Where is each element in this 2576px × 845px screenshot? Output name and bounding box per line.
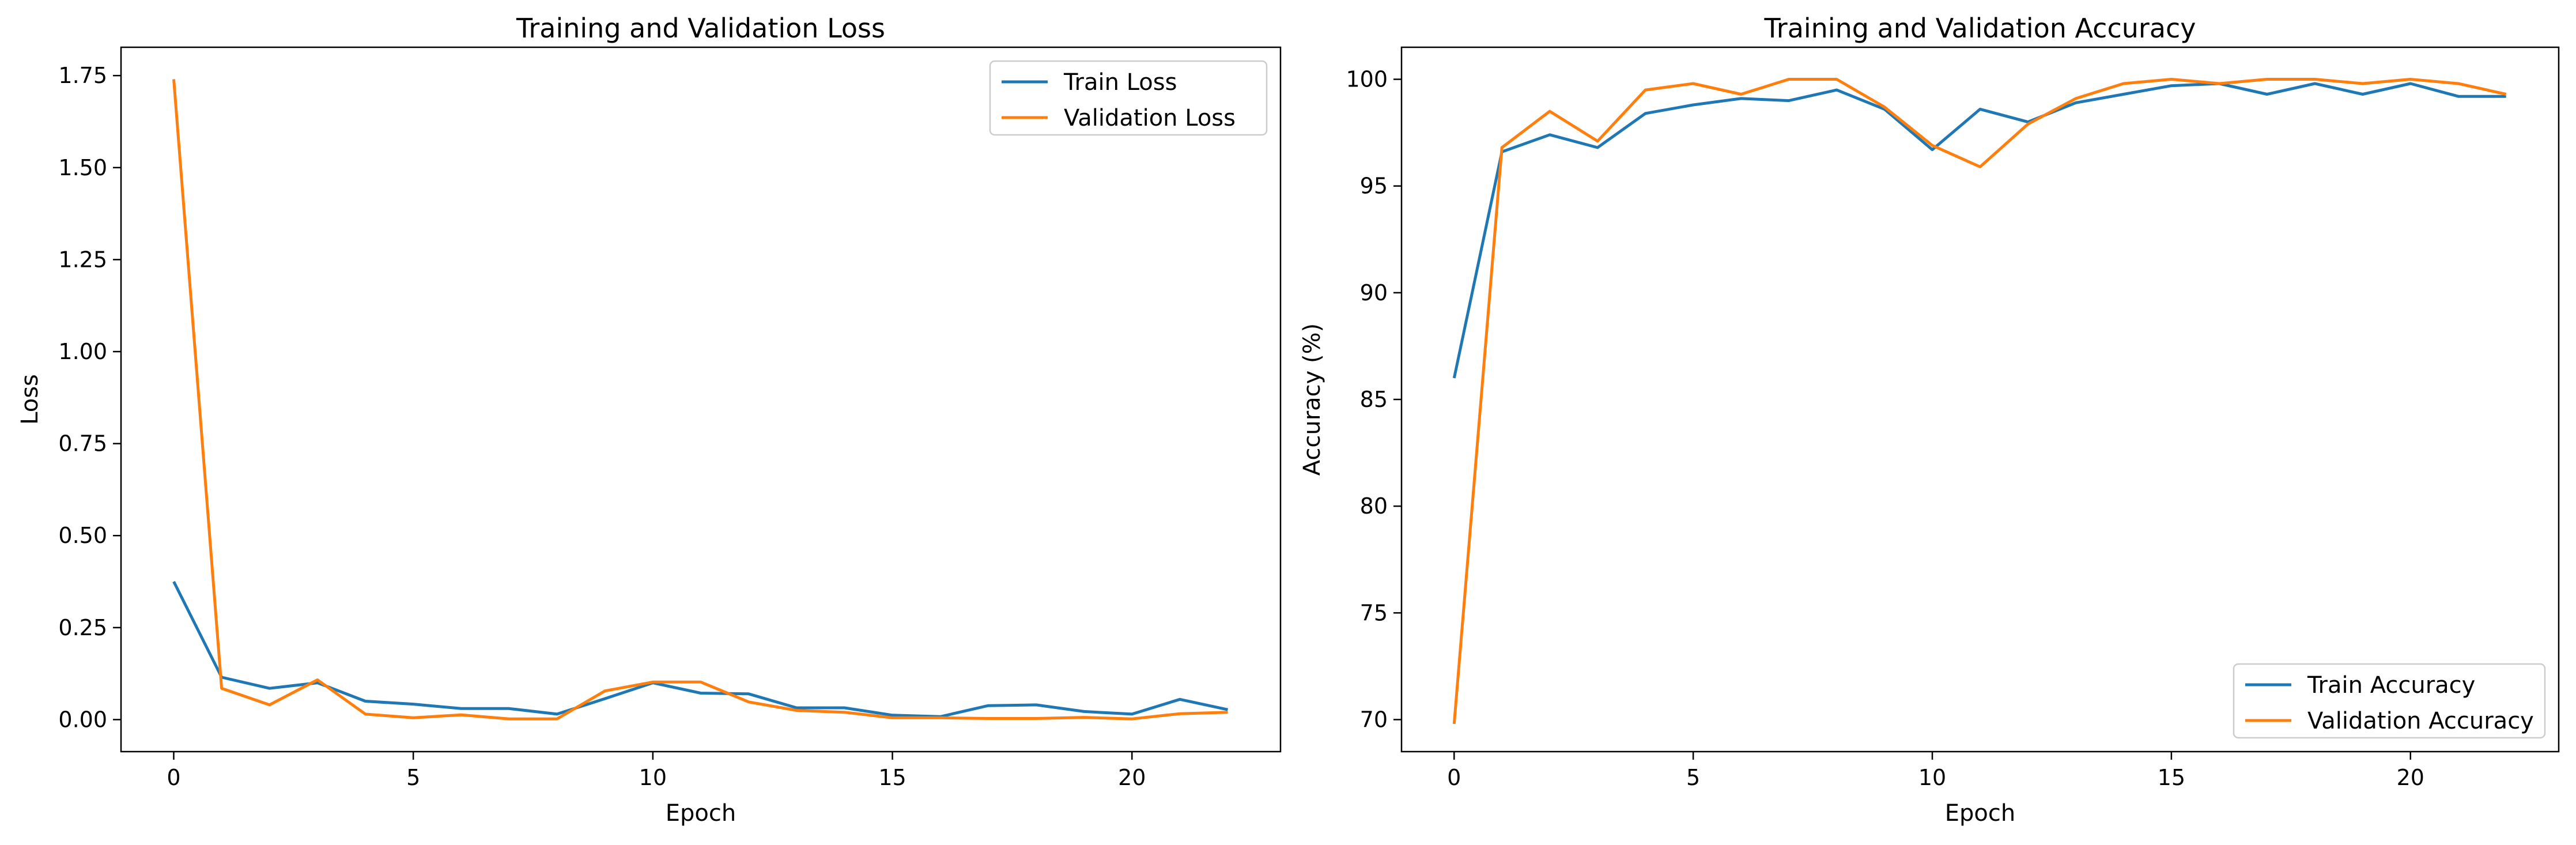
loss-series-train-loss	[172, 580, 1229, 718]
loss-y-tick-label: 0.00	[58, 707, 107, 732]
loss-chart-panel: Training and Validation Loss 0 5 10 15 20 0.0…	[17, 13, 1282, 827]
loss-x-tick-label: 10	[639, 765, 667, 790]
accuracy-y-tick-label: 70	[1360, 707, 1388, 732]
accuracy-x-tick-label: 0	[1447, 765, 1461, 790]
loss-y-tick-label: 1.75	[58, 63, 107, 88]
loss-y-tick-label: 0.25	[58, 615, 107, 640]
loss-chart-frame	[120, 46, 1282, 753]
loss-y-tick-label: 0.50	[58, 523, 107, 548]
loss-chart-lines	[172, 79, 1229, 720]
accuracy-y-tick-label: 80	[1360, 493, 1388, 519]
accuracy-chart-y-axis-label: Accuracy (%)	[1299, 323, 1325, 476]
loss-chart-title: Training and Validation Loss	[516, 13, 885, 44]
loss-y-tick-label: 1.50	[58, 155, 107, 180]
loss-x-tick-label: 0	[167, 765, 180, 790]
accuracy-series-train-accuracy	[1452, 82, 2506, 379]
accuracy-chart-lines	[1452, 78, 2507, 725]
accuracy-chart-panel: Training and Validation Accuracy 0 5 10 15 2…	[1299, 13, 2560, 827]
accuracy-y-tick-label: 100	[1346, 67, 1388, 92]
accuracy-chart-legend: Train Accuracy Validation Accuracy	[2233, 663, 2546, 739]
accuracy-y-tick-label: 85	[1360, 387, 1388, 412]
accuracy-legend-label-train-accuracy: Train Accuracy	[2307, 672, 2475, 699]
loss-x-tick-label: 5	[406, 765, 420, 790]
loss-y-tick-label: 1.00	[58, 339, 107, 364]
accuracy-y-tick-label: 90	[1360, 280, 1388, 305]
loss-y-tick-label: 1.25	[58, 247, 107, 272]
loss-series-validation-loss	[172, 79, 1228, 720]
accuracy-x-tick-label: 5	[1686, 765, 1700, 790]
accuracy-chart-title: Training and Validation Accuracy	[1763, 13, 2196, 44]
loss-legend-label-validation-loss: Validation Loss	[1064, 105, 1236, 131]
accuracy-series-validation-accuracy	[1452, 78, 2507, 725]
accuracy-x-tick-label: 15	[2158, 765, 2185, 790]
accuracy-x-tick-label: 10	[1918, 765, 1946, 790]
loss-y-tick-label: 0.75	[58, 431, 107, 457]
loss-chart-ticks: 0 5 10 15 20 0.00 0.25 0.50 0.75 1.00 1.25 1.50 1.75	[58, 63, 1146, 790]
loss-x-tick-label: 15	[878, 765, 906, 790]
accuracy-y-tick-label: 95	[1360, 173, 1388, 199]
accuracy-legend-label-validation-accuracy: Validation Accuracy	[2307, 708, 2534, 734]
loss-x-tick-label: 20	[1118, 765, 1146, 790]
accuracy-y-tick-label: 75	[1360, 600, 1388, 625]
accuracy-legend-box	[2233, 663, 2546, 739]
loss-chart-legend: Train Loss Validation Loss	[989, 60, 1268, 136]
loss-legend-box	[989, 60, 1268, 136]
accuracy-chart-frame	[1400, 46, 2560, 753]
accuracy-chart-ticks: 0 5 10 15 20 70 75 80 85 90 95 100	[1346, 67, 2424, 790]
accuracy-x-tick-label: 20	[2397, 765, 2424, 790]
accuracy-chart-x-axis-label: Epoch	[1945, 800, 2015, 827]
loss-legend-label-train-loss: Train Loss	[1063, 69, 1177, 96]
loss-chart-x-axis-label: Epoch	[666, 800, 736, 827]
loss-chart-y-axis-label: Loss	[17, 374, 43, 425]
